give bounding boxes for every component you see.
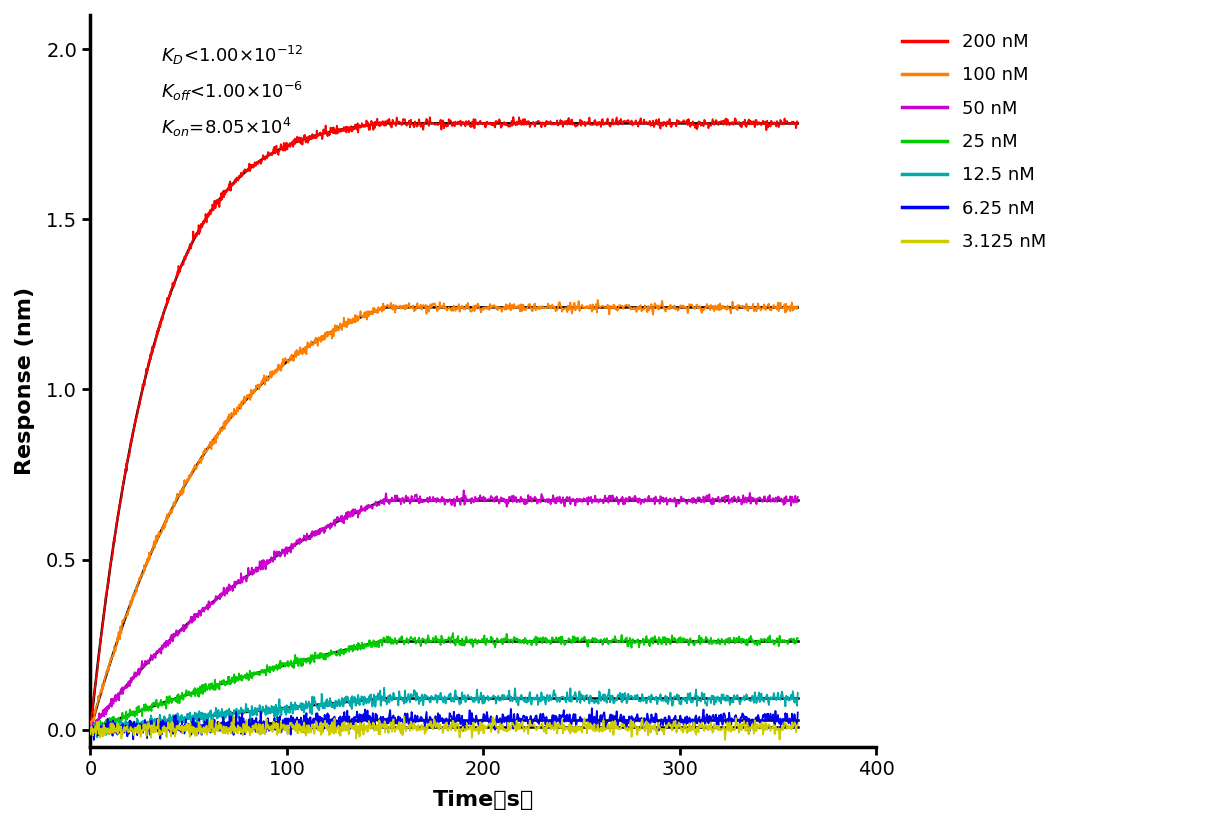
Y-axis label: Response (nm): Response (nm) [15,287,34,475]
Text: $K_{D}$<1.00×10$^{-12}$
$K_{off}$<1.00×10$^{-6}$
$K_{on}$=8.05×10$^{4}$: $K_{D}$<1.00×10$^{-12}$ $K_{off}$<1.00×1… [161,45,304,139]
Legend: 200 nM, 100 nM, 50 nM, 25 nM, 12.5 nM, 6.25 nM, 3.125 nM: 200 nM, 100 nM, 50 nM, 25 nM, 12.5 nM, 6… [893,24,1055,260]
X-axis label: Time（s）: Time（s） [432,790,533,810]
